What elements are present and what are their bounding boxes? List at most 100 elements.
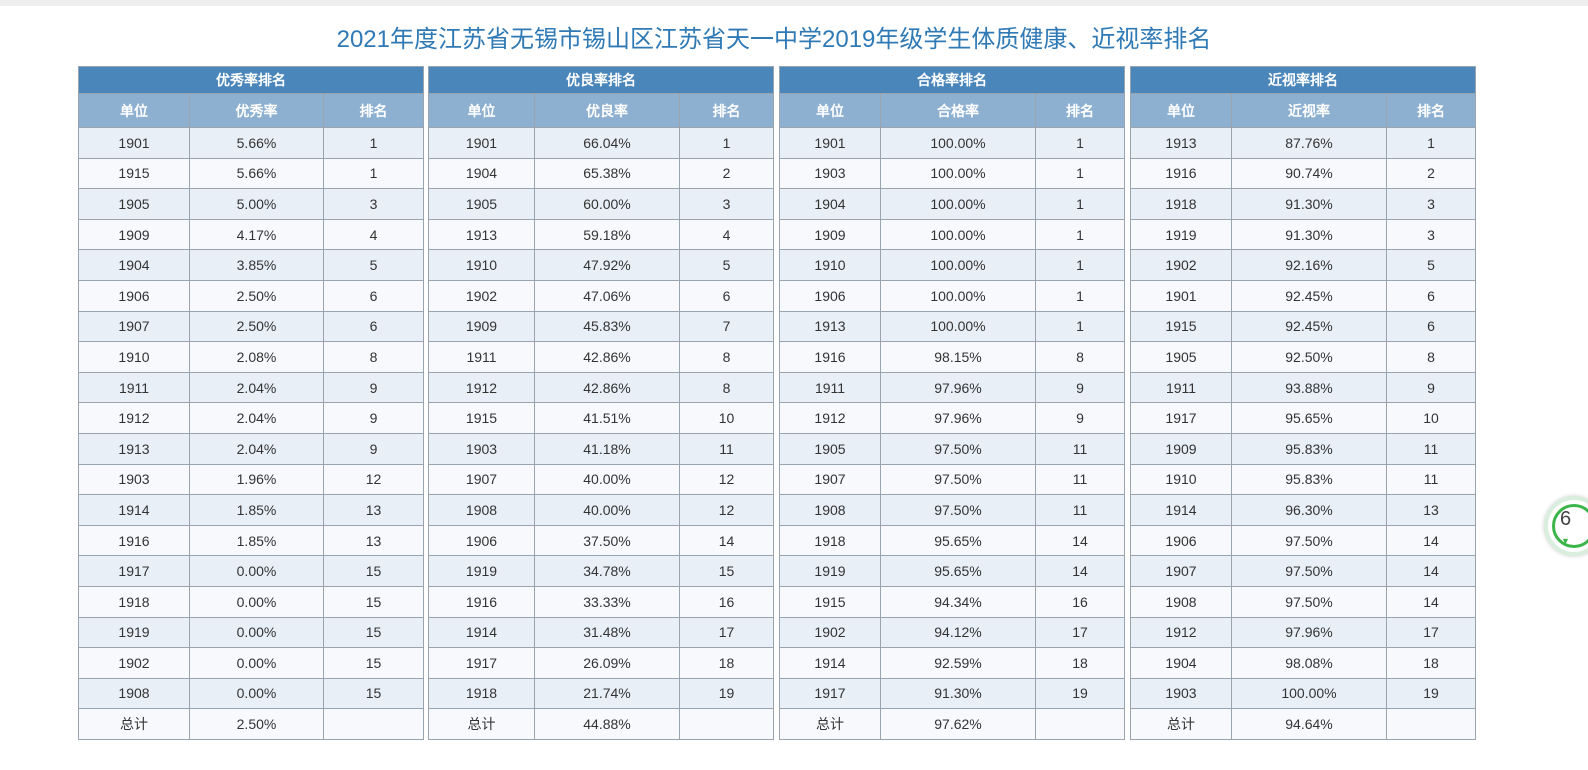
- rank-cell: 9: [1385, 371, 1477, 404]
- table-row: 1908 97.50% 14: [1130, 585, 1477, 618]
- rate-cell: 5.66%: [189, 127, 324, 159]
- table-row: 1912 97.96% 9: [779, 402, 1126, 434]
- table-row: 1904 65.38% 2: [428, 157, 775, 190]
- rate-cell: 1.85%: [189, 524, 324, 557]
- column-header: 排名: [1034, 93, 1126, 128]
- unit-cell: 1907: [779, 463, 881, 496]
- rate-cell: 2.04%: [189, 402, 324, 434]
- ranking-table-myopia: 近视率排名 单位 近视率 排名 1913 87.76% 1 1916 90.74% 2 19…: [1129, 66, 1477, 740]
- rate-cell: 98.08%: [1231, 647, 1387, 679]
- table-row: 1911 97.96% 9: [779, 371, 1126, 404]
- rank-cell: 8: [1034, 341, 1126, 373]
- unit-cell: 1901: [428, 127, 535, 159]
- rate-cell: 60.00%: [534, 188, 680, 220]
- rate-cell: 97.62%: [880, 708, 1036, 740]
- table-row: 1907 40.00% 12: [428, 463, 775, 496]
- rank-cell: 13: [1385, 494, 1477, 526]
- total-row: 总计 94.64%: [1130, 708, 1477, 740]
- unit-cell: 1908: [1130, 585, 1232, 618]
- unit-cell: 1917: [428, 647, 535, 679]
- table-row: 1902 94.12% 17: [779, 616, 1126, 649]
- table-row: 1916 90.74% 2: [1130, 157, 1477, 190]
- unit-cell: 1902: [428, 279, 535, 312]
- rank-cell: 11: [1034, 432, 1126, 465]
- rank-cell: 1: [1034, 249, 1126, 281]
- rank-cell: 8: [1385, 341, 1477, 373]
- unit-cell: 1919: [779, 555, 881, 587]
- table-row: 1907 97.50% 14: [1130, 555, 1477, 587]
- unit-cell: 1904: [78, 249, 190, 281]
- rank-cell: 12: [678, 494, 775, 526]
- unit-cell: 1917: [1130, 402, 1232, 434]
- table-row: 1916 98.15% 8: [779, 341, 1126, 373]
- unit-cell: 1912: [428, 371, 535, 404]
- rate-cell: 31.48%: [534, 616, 680, 649]
- unit-cell: 1903: [779, 157, 881, 190]
- table-row: 1911 42.86% 8: [428, 341, 775, 373]
- unit-cell: 1910: [428, 249, 535, 281]
- rank-cell: 11: [1385, 432, 1477, 465]
- table-row: 1919 34.78% 15: [428, 555, 775, 587]
- rate-cell: 100.00%: [880, 127, 1036, 159]
- table-row: 1904 98.08% 18: [1130, 647, 1477, 679]
- rank-cell: [1034, 708, 1126, 740]
- rank-cell: 3: [322, 188, 425, 220]
- unit-cell: 1904: [428, 157, 535, 190]
- table-row: 1909 100.00% 1: [779, 218, 1126, 251]
- rate-cell: 96.30%: [1231, 494, 1387, 526]
- rate-cell: 92.50%: [1231, 341, 1387, 373]
- rank-cell: 1: [322, 127, 425, 159]
- rate-cell: 95.83%: [1231, 463, 1387, 496]
- rate-cell: 91.30%: [880, 677, 1036, 710]
- rate-cell: 0.00%: [189, 555, 324, 587]
- unit-cell: 1918: [428, 677, 535, 710]
- rank-cell: 8: [678, 341, 775, 373]
- rank-cell: 1: [1385, 127, 1477, 159]
- unit-cell: 1918: [78, 585, 190, 618]
- table-row: 1904 100.00% 1: [779, 188, 1126, 220]
- table-row: 1913 2.04% 9: [78, 432, 425, 465]
- table-row: 1906 97.50% 14: [1130, 524, 1477, 557]
- rate-cell: 0.00%: [189, 585, 324, 618]
- table-row: 1919 0.00% 15: [78, 616, 425, 649]
- unit-cell: 1901: [779, 127, 881, 159]
- rank-cell: 6: [678, 279, 775, 312]
- unit-cell: 1919: [428, 555, 535, 587]
- unit-cell: 1911: [428, 341, 535, 373]
- table-row: 1911 93.88% 9: [1130, 371, 1477, 404]
- rate-cell: 97.96%: [880, 371, 1036, 404]
- rate-cell: 98.15%: [880, 341, 1036, 373]
- table-row: 1914 1.85% 13: [78, 494, 425, 526]
- unit-cell: 1911: [1130, 371, 1232, 404]
- rank-cell: 9: [1034, 402, 1126, 434]
- unit-cell: 1912: [78, 402, 190, 434]
- rate-cell: 87.76%: [1231, 127, 1387, 159]
- rank-cell: 1: [1034, 127, 1126, 159]
- rank-cell: 10: [678, 402, 775, 434]
- rate-cell: 47.06%: [534, 279, 680, 312]
- unit-cell: 1902: [78, 647, 190, 679]
- unit-cell: 1910: [779, 249, 881, 281]
- rank-cell: 7: [678, 310, 775, 343]
- table-row: 1901 66.04% 1: [428, 127, 775, 159]
- unit-cell: 1916: [779, 341, 881, 373]
- rate-cell: 65.38%: [534, 157, 680, 190]
- unit-cell: 1919: [1130, 218, 1232, 251]
- floating-speed-widget[interactable]: 6 ▼: [1544, 496, 1588, 556]
- rate-cell: 97.50%: [880, 494, 1036, 526]
- total-row: 总计 44.88%: [428, 708, 775, 740]
- table-row: 1904 3.85% 5: [78, 249, 425, 281]
- unit-cell: 1903: [1130, 677, 1232, 710]
- table-row: 1918 21.74% 19: [428, 677, 775, 710]
- table-row: 1915 41.51% 10: [428, 402, 775, 434]
- rank-cell: 9: [322, 371, 425, 404]
- table-row: 1907 97.50% 11: [779, 463, 1126, 496]
- rank-cell: 2: [678, 157, 775, 190]
- rank-cell: 14: [1385, 524, 1477, 557]
- ranking-table-good: 优良率排名 单位 优良率 排名 1901 66.04% 1 1904 65.38% 2 19…: [427, 66, 775, 740]
- table-row: 1918 0.00% 15: [78, 585, 425, 618]
- rank-cell: 16: [1034, 585, 1126, 618]
- table-row: 1917 0.00% 15: [78, 555, 425, 587]
- rate-cell: 2.04%: [189, 432, 324, 465]
- unit-cell: 1907: [1130, 555, 1232, 587]
